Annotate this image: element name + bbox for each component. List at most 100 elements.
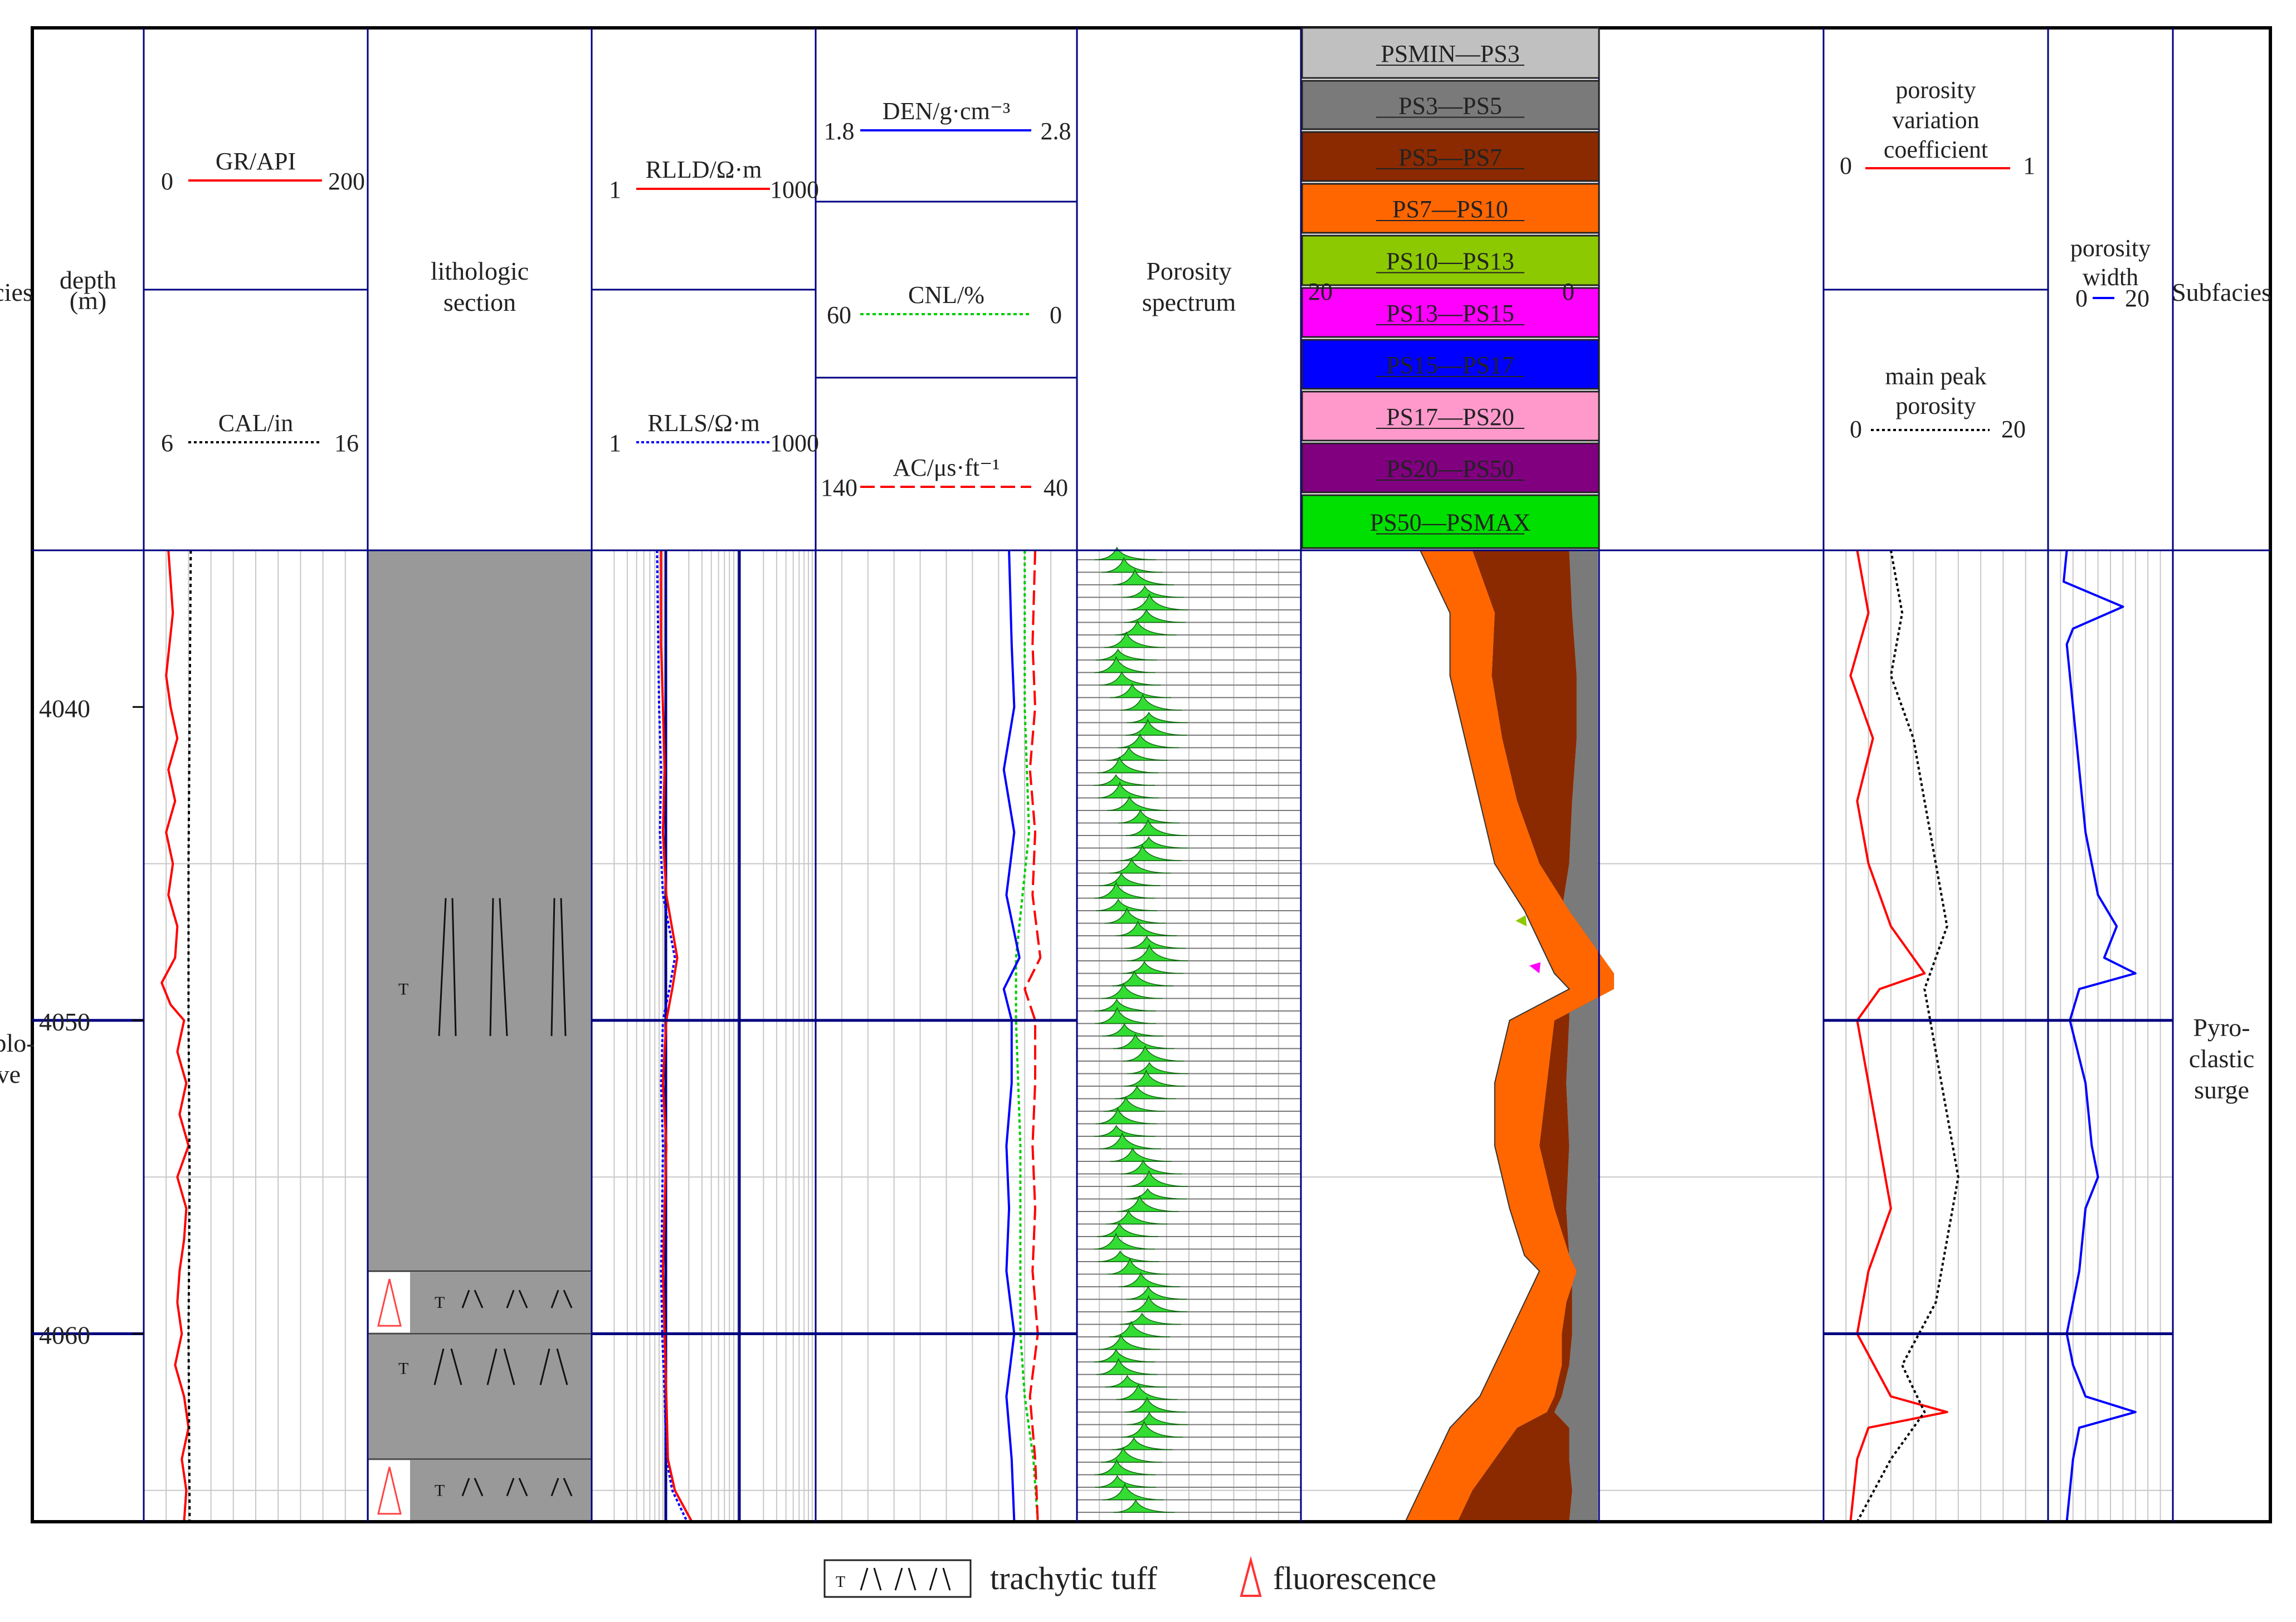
legend-label: fluorescence — [1273, 1560, 1436, 1596]
curve-name: CNL/% — [908, 281, 984, 309]
spectrum-class-swatch — [1301, 442, 1600, 494]
tuff-symbol — [506, 1478, 528, 1497]
spectrum-peak — [1101, 556, 1163, 573]
spectrum-peak — [1100, 1132, 1162, 1150]
spectrum-peak — [1112, 1437, 1173, 1450]
tuff-symbol — [539, 1348, 568, 1385]
spectrum-peak — [1118, 1272, 1180, 1287]
spectrum-class-label: PS17—PS20 — [1386, 403, 1514, 431]
scale-min: 6 — [161, 429, 173, 457]
facies-label: Explo- — [0, 1029, 35, 1057]
depth-tick-label: 4060 — [39, 1321, 90, 1349]
spectrum-class-label: PS15—PS17 — [1386, 351, 1514, 379]
depth-tick-label: 4050 — [39, 1008, 90, 1036]
spectrum-peak — [1127, 711, 1188, 724]
spectrum-class-swatch — [1301, 234, 1600, 286]
scale-max: 2.8 — [1041, 118, 1071, 145]
spectrum-peak — [1127, 1411, 1188, 1425]
tuff-symbol: T — [435, 1293, 445, 1312]
curve-name: main peak — [1885, 363, 1986, 390]
tuff-symbol — [860, 1567, 882, 1591]
tuff-symbol: T — [398, 1359, 408, 1377]
spectrum-peak — [1107, 795, 1169, 811]
pvc-curve — [1849, 550, 1948, 1522]
depth-tick-label: 4040 — [39, 694, 90, 722]
scale-max: 20 — [2125, 285, 2149, 312]
tuff-symbol: T — [836, 1574, 845, 1591]
spectrum-peak — [1115, 619, 1177, 636]
spectrum-peak — [1115, 920, 1177, 936]
spectrum-peak — [1112, 569, 1174, 585]
spectrum-peak — [1102, 1483, 1164, 1501]
curve-name: AC/μs·ft⁻¹ — [893, 454, 1000, 481]
cal-curve — [187, 550, 192, 1522]
tuff-symbol — [461, 1478, 484, 1497]
spectrum-peak — [1127, 944, 1188, 961]
spectrum-peak — [1096, 898, 1158, 911]
spectrum-peak — [1104, 907, 1166, 924]
spectrum-peak — [1097, 756, 1159, 774]
spectrum-peak — [1094, 998, 1156, 1012]
fluorescence-legend-icon — [1240, 1556, 1262, 1597]
spectrum-peak — [1104, 631, 1166, 648]
tuff-symbol: T — [435, 1482, 445, 1500]
spectrum-peak — [1095, 1107, 1157, 1125]
spectrum-peak — [1117, 1195, 1179, 1212]
spectrum-peak — [1095, 648, 1157, 661]
tuff-symbol — [550, 898, 567, 1037]
curve-name: RLLD/Ω·m — [646, 156, 762, 183]
subfacies-label: surge — [2194, 1076, 2249, 1104]
spectrum-class-swatch — [1301, 287, 1600, 338]
tuff-symbol — [489, 898, 508, 1037]
spectrum-class-swatch — [1301, 131, 1600, 182]
subfacies-label: clastic — [2189, 1044, 2255, 1073]
tuff-symbol — [894, 1567, 917, 1591]
tuff-symbol — [433, 1348, 462, 1385]
spectrum-peak — [1094, 1125, 1156, 1137]
curve-name: coefficient — [1884, 136, 1988, 163]
spectrum-peak — [1095, 1474, 1157, 1488]
spectrum-peak — [1096, 1222, 1158, 1237]
spectrum-peak — [1125, 719, 1187, 736]
fluorescence-icon — [377, 1467, 402, 1515]
column-title: section — [443, 288, 516, 316]
spectrum-peak — [1094, 656, 1156, 673]
spectrum-peak — [1094, 1349, 1156, 1362]
spectrum-peak — [1113, 1499, 1175, 1513]
spectrum-peak — [1118, 733, 1179, 749]
scale-min: 1 — [609, 176, 621, 203]
spectrum-area-ps7-ps10 — [1405, 550, 1614, 1522]
scale-max: 1000 — [770, 429, 819, 457]
scale-max: 20 — [2001, 416, 2026, 443]
spectrum-peak — [1114, 1085, 1176, 1100]
spectrum-peak — [1124, 608, 1186, 623]
spectrum-peak — [1094, 1232, 1156, 1250]
spectrum-peak — [1120, 844, 1182, 861]
spectrum-area-ps13-ps15 — [1529, 962, 1541, 974]
spectrum-peak — [1100, 1447, 1162, 1463]
spectrum-peak — [1125, 1285, 1187, 1300]
spectrum-peak — [1095, 1007, 1157, 1024]
column-title: Facies — [0, 278, 33, 306]
spectrum-peak — [1127, 593, 1188, 610]
track-layer: T T T T — [160, 546, 2137, 1523]
scale-min: 0 — [1850, 416, 1862, 443]
tuff-symbol — [461, 1289, 484, 1308]
tuff-symbol — [486, 1348, 515, 1385]
spectrum-class-swatch — [1301, 27, 1600, 79]
gr-curve — [160, 550, 190, 1522]
spectrum-peak — [1113, 1033, 1174, 1049]
spectrum-peak — [1101, 983, 1163, 999]
spectrum-peak — [1099, 872, 1161, 886]
depth-axis-label: (m) — [70, 286, 106, 315]
spectrum-peak — [1116, 1384, 1178, 1400]
spectrum-peak — [1122, 960, 1184, 974]
spectrum-peak — [1119, 1312, 1181, 1325]
spectrum-peak — [1127, 1170, 1188, 1187]
spectrum-peak — [1127, 1062, 1188, 1074]
spectrum-peak — [1125, 818, 1187, 836]
spectrum-class-label: PS10—PS13 — [1386, 248, 1514, 275]
facies-label: sive — [0, 1060, 21, 1088]
